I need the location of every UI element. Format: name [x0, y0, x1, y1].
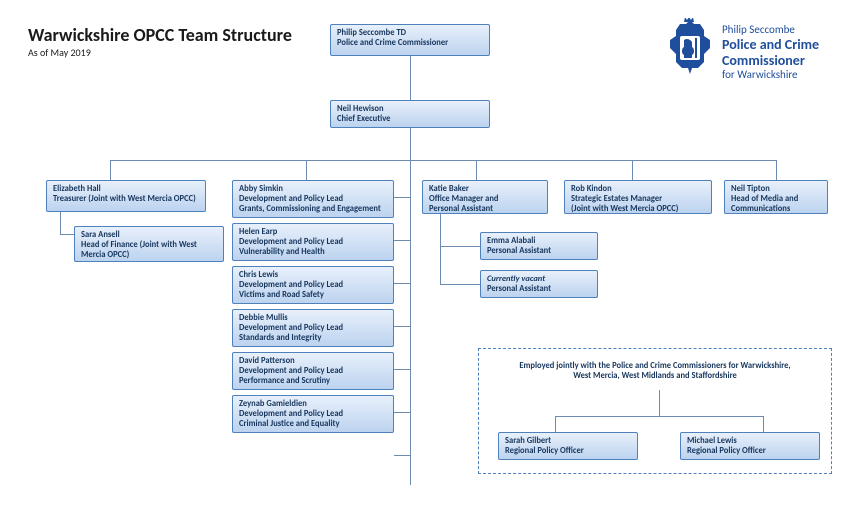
connector: [394, 240, 410, 241]
connector: [110, 160, 777, 161]
connector: [394, 197, 410, 198]
connector: [394, 412, 410, 413]
connector: [394, 283, 410, 284]
connector: [394, 326, 410, 327]
node-policy-lead-victims: Chris Lewis Development and Policy LeadV…: [232, 266, 394, 304]
node-head-finance: Sara Ansell Head of Finance (Joint with …: [74, 226, 224, 262]
node-regional-policy-1: Sarah Gilbert Regional Policy Officer: [498, 432, 638, 460]
node-policy-lead-performance: David Patterson Development and Policy L…: [232, 352, 394, 390]
connector: [306, 160, 307, 180]
brand-line3: Commissioner: [722, 53, 819, 69]
node-role: Regional Policy Officer: [505, 447, 631, 457]
brand-text: Philip Seccombe Police and Crime Commiss…: [722, 24, 819, 81]
node-policy-lead-criminal-justice: Zeynab Gamieldien Development and Policy…: [232, 395, 394, 433]
shield-bear-icon: [662, 18, 718, 82]
node-regional-policy-2: Michael Lewis Regional Policy Officer: [680, 432, 820, 460]
page-title: Warwickshire OPCC Team Structure: [28, 24, 292, 46]
brand-line1: Philip Seccombe: [722, 24, 819, 37]
node-estates-manager: Rob Kindon Strategic Estates Manager(Joi…: [564, 180, 712, 214]
connector: [410, 160, 411, 485]
node-role: Head of Finance (Joint with West Mercia …: [81, 241, 217, 261]
connector: [776, 160, 777, 180]
connector: [410, 56, 411, 100]
connector: [440, 246, 480, 247]
node-personal-assistant-1: Emma Alabali Personal Assistant: [480, 232, 598, 260]
node-role: Chief Executive: [337, 115, 483, 125]
connector: [410, 128, 411, 160]
node-role: Regional Policy Officer: [687, 447, 813, 457]
node-policy-lead-vulnerability: Helen Earp Development and Policy LeadVu…: [232, 223, 394, 261]
node-role: Development and Policy LeadVictims and R…: [239, 281, 387, 301]
node-role: Head of Media andCommunications: [731, 195, 821, 215]
connector: [394, 369, 410, 370]
node-role: Personal Assistant: [487, 247, 591, 257]
brand-line2: Police and Crime: [722, 37, 819, 53]
connector: [440, 284, 480, 285]
node-role: Development and Policy LeadGrants, Commi…: [239, 195, 387, 215]
joint-section-label: Employed jointly with the Police and Cri…: [498, 362, 812, 382]
node-role: Development and Policy LeadVulnerability…: [239, 238, 387, 258]
node-role: Treasurer (Joint with West Mercia OPCC): [53, 195, 199, 205]
node-role: Police and Crime Commissioner: [337, 39, 483, 49]
connector: [394, 455, 410, 456]
node-commissioner: Philip Seccombe TD Police and Crime Comm…: [330, 24, 490, 56]
node-role: Office Manager andPersonal Assistant: [429, 195, 541, 215]
page-subtitle: As of May 2019: [28, 46, 91, 59]
node-personal-assistant-vacant: Currently vacant Personal Assistant: [480, 270, 598, 298]
connector: [440, 214, 441, 284]
connector: [632, 160, 633, 180]
node-office-manager: Katie Baker Office Manager andPersonal A…: [422, 180, 548, 214]
connector: [60, 212, 61, 234]
node-role: Development and Policy LeadCriminal Just…: [239, 410, 387, 430]
node-role: Strategic Estates Manager(Joint with Wes…: [571, 195, 705, 215]
node-role: Personal Assistant: [487, 285, 591, 295]
node-role: Development and Policy LeadStandards and…: [239, 324, 387, 344]
connector: [110, 160, 111, 180]
node-role: Development and Policy LeadPerformance a…: [239, 367, 387, 387]
brand-logo: Philip Seccombe Police and Crime Commiss…: [662, 18, 832, 88]
connector: [476, 160, 477, 180]
node-policy-lead-standards: Debbie Mullis Development and Policy Lea…: [232, 309, 394, 347]
connector: [60, 234, 74, 235]
node-head-media: Neil Tipton Head of Media andCommunicati…: [724, 180, 828, 214]
brand-line4: for Warwickshire: [722, 69, 819, 82]
node-treasurer: Elizabeth Hall Treasurer (Joint with Wes…: [46, 180, 206, 212]
node-chief-executive: Neil Hewison Chief Executive: [330, 100, 490, 128]
node-policy-lead-grants: Abby Simkin Development and Policy LeadG…: [232, 180, 394, 218]
